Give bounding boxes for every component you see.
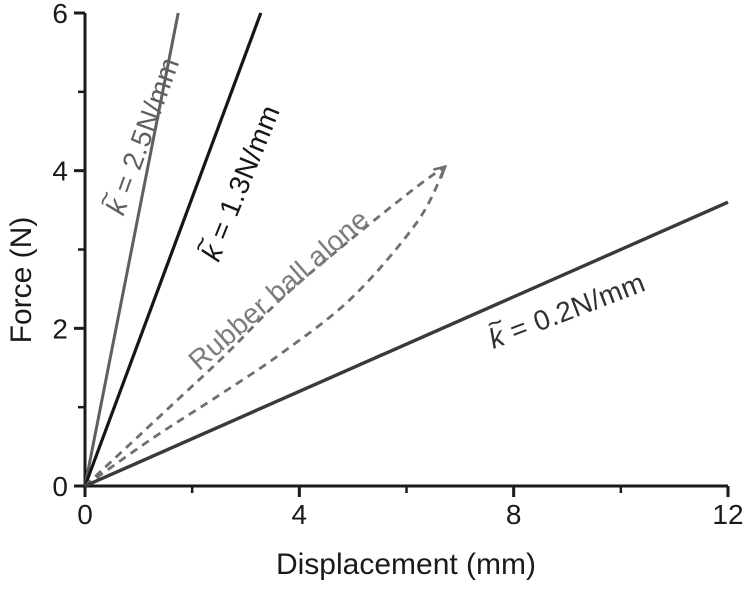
series-line-spring-k-0.2 [84,200,729,488]
series-line-rubber-ball-alone-unloading [84,166,447,488]
y-tick-label: 0 [52,471,68,502]
x-tick-label: 0 [77,499,93,530]
y-tick-label: 6 [52,0,68,29]
series-line-spring-k-2.5 [83,12,180,487]
loop-direction-arrow [433,164,448,179]
x-axis-title: Displacement (mm) [275,548,537,581]
axes-frame [83,13,728,488]
x-tick-label: 8 [506,499,522,530]
y-tick-label: 4 [52,156,68,187]
x-tick-label: 4 [292,499,308,530]
y-tick-label: 2 [52,313,68,344]
x-tick-label: 12 [712,499,743,530]
series-line-spring-k-1.3 [83,12,263,487]
y-axis-title: Force (N) [5,216,38,344]
